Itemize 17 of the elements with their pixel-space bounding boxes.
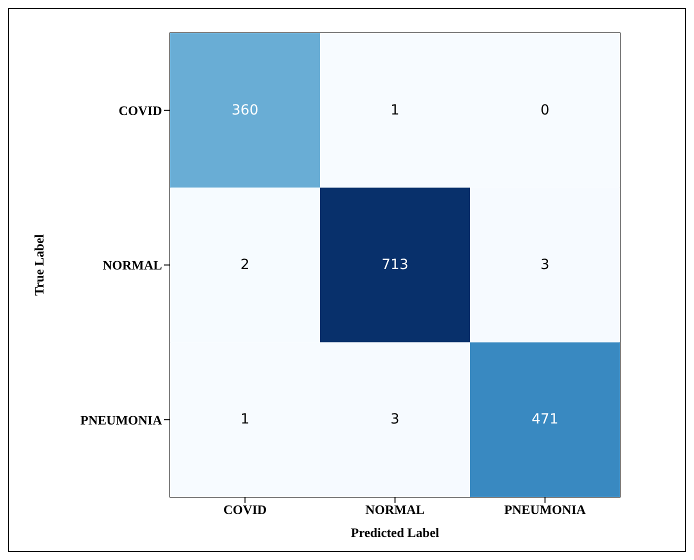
y-tick-label: PNEUMONIA bbox=[80, 412, 163, 428]
x-tick-label: PNEUMONIA bbox=[504, 502, 586, 518]
data-label: 0 bbox=[540, 102, 550, 118]
data-label: 3 bbox=[540, 257, 550, 273]
data-label: 3 bbox=[390, 412, 400, 428]
data-label: 1 bbox=[390, 102, 400, 118]
y-axis-title: True Label bbox=[32, 234, 47, 296]
data-label: 2 bbox=[240, 257, 250, 273]
data-label: 360 bbox=[232, 102, 258, 118]
x-tick-label: COVID bbox=[223, 502, 267, 518]
x-axis-title: Predicted Label bbox=[350, 525, 440, 540]
data-label: 713 bbox=[382, 257, 408, 273]
x-tick-label: NORMAL bbox=[365, 502, 425, 518]
y-tick-label: NORMAL bbox=[102, 258, 162, 273]
y-tick-label: COVID bbox=[118, 102, 162, 118]
data-label: 471 bbox=[532, 412, 558, 428]
data-label: 1 bbox=[240, 412, 250, 428]
